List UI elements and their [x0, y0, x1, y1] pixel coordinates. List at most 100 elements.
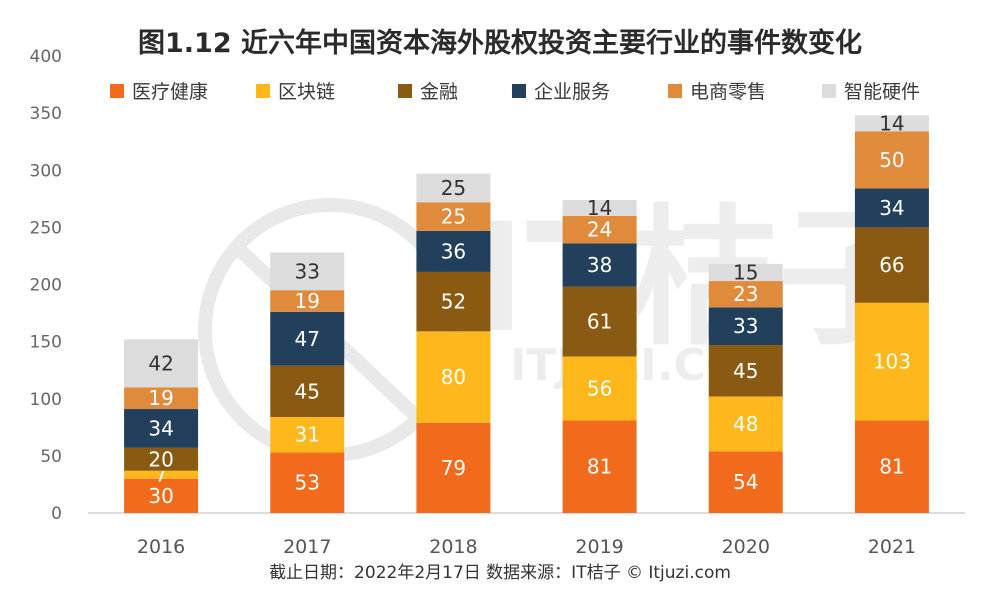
- bar-segment: [124, 387, 199, 410]
- y-tick-label: 100: [30, 390, 62, 410]
- data-label: 24: [587, 218, 612, 242]
- data-label: 14: [587, 196, 612, 220]
- data-label: 42: [148, 351, 173, 375]
- bar-segment: [416, 230, 491, 272]
- data-label: 81: [879, 455, 904, 479]
- bar-segment: [416, 331, 491, 423]
- y-tick-label: 350: [30, 104, 62, 124]
- data-label: 48: [733, 412, 758, 436]
- watermark: IT桔子 ITJUZI.COM: [198, 192, 928, 462]
- bar-segment: [854, 227, 929, 303]
- bar-segment: [854, 131, 929, 189]
- data-label: 38: [587, 253, 612, 277]
- legend-item: 区块链: [256, 81, 335, 103]
- x-tick-label: 2016: [137, 536, 185, 558]
- bar-segment: [854, 420, 929, 513]
- x-tick-label: 2019: [575, 536, 623, 558]
- bar-segment: [124, 339, 199, 388]
- bar-segment: [416, 271, 491, 332]
- data-label: 36: [441, 239, 466, 263]
- data-label: 45: [733, 359, 758, 383]
- data-label: 81: [587, 455, 612, 479]
- bar-segment: [854, 302, 929, 421]
- legend-swatch: [512, 84, 526, 98]
- bar-stack-2018: 79 80 52 36 25 25: [416, 173, 491, 513]
- chart-title: 图1.12 近六年中国资本海外股权投资主要行业的事件数变化: [138, 27, 862, 59]
- bar-stack-2021: 81 103 66 34 50 14: [854, 111, 929, 513]
- data-label: 79: [441, 456, 466, 480]
- bar-segment: [708, 451, 783, 513]
- bar-segment: [854, 188, 929, 228]
- bar-segment: [270, 452, 345, 513]
- data-label: 103: [873, 350, 911, 374]
- bar-segment: [270, 290, 345, 312]
- legend-item: 金融: [398, 81, 458, 103]
- bar-segment: [416, 422, 491, 513]
- bars: 3072034194253314547193379805236252581566…: [124, 111, 929, 513]
- y-tick-label: 300: [30, 161, 62, 181]
- bar-segment: [854, 115, 929, 132]
- bar-segment: [124, 447, 199, 471]
- legend-swatch: [256, 84, 270, 98]
- watermark-text: IT桔子: [470, 192, 928, 366]
- data-label: 47: [295, 327, 320, 351]
- bar-segment: [708, 281, 783, 308]
- data-label: 61: [587, 310, 612, 334]
- bar-segment: [124, 478, 199, 513]
- data-label: 23: [733, 282, 758, 306]
- legend: 医疗健康 区块链 金融 企业服务 电商零售 智能硬件: [110, 81, 920, 103]
- bar-segment: [124, 470, 199, 479]
- y-tick-label: 0: [51, 504, 62, 524]
- bar-segment: [562, 215, 637, 244]
- data-label: 54: [733, 470, 758, 494]
- data-label: 20: [148, 447, 173, 471]
- bar-segment: [562, 356, 637, 421]
- bar-segment: [562, 243, 637, 287]
- bar-segment: [562, 286, 637, 357]
- data-label: 34: [148, 416, 173, 440]
- bar-segment: [708, 263, 783, 282]
- bar-segment: [708, 307, 783, 346]
- data-label: 33: [295, 259, 320, 283]
- legend-item: 企业服务: [512, 81, 610, 103]
- legend-label: 区块链: [278, 81, 335, 103]
- x-axis: 2016 2017 2018 2019 2020 2021: [88, 512, 965, 558]
- x-tick-label: 2020: [722, 536, 770, 558]
- bar-segment: [416, 202, 491, 231]
- bar-segment: [708, 396, 783, 452]
- data-label: 80: [441, 365, 466, 389]
- x-tick-label: 2017: [283, 536, 331, 558]
- bar-segment: [416, 173, 491, 203]
- data-label: 34: [879, 196, 904, 220]
- data-label: 30: [148, 484, 173, 508]
- data-label: 19: [148, 386, 173, 410]
- bar-segment: [562, 199, 637, 216]
- data-label: 19: [295, 289, 320, 313]
- bar-segment: [708, 345, 783, 397]
- data-label: 25: [441, 176, 466, 200]
- bar-segment: [270, 252, 345, 291]
- bar-segment: [562, 420, 637, 513]
- data-label: 15: [733, 261, 758, 285]
- y-tick-label: 400: [30, 47, 62, 67]
- data-label: 25: [441, 205, 466, 229]
- bar-stack-2017: 53 31 45 47 19 33: [270, 252, 345, 513]
- legend-label: 企业服务: [534, 81, 610, 103]
- bar-segment: [270, 365, 345, 418]
- data-label: 14: [879, 111, 904, 135]
- data-label: 52: [441, 290, 466, 314]
- x-tick-label: 2021: [868, 536, 916, 558]
- bar-segment: [270, 311, 345, 366]
- y-tick-label: 50: [40, 447, 62, 467]
- data-label: 66: [879, 253, 904, 277]
- data-label: 56: [587, 376, 612, 400]
- legend-label: 医疗健康: [132, 81, 208, 103]
- data-label: 53: [295, 471, 320, 495]
- legend-swatch: [822, 84, 836, 98]
- data-label: 50: [879, 148, 904, 172]
- data-label: 31: [295, 423, 320, 447]
